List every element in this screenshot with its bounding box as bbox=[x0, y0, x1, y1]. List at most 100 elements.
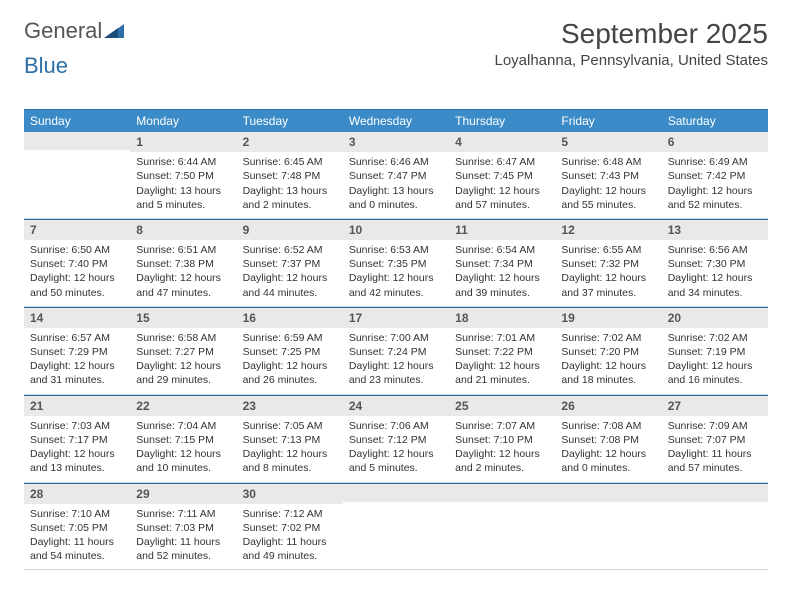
day-cell: 16Sunrise: 6:59 AMSunset: 7:25 PMDayligh… bbox=[237, 308, 343, 395]
daylight-text: Daylight: 13 hours and 0 minutes. bbox=[349, 184, 443, 212]
sunset-text: Sunset: 7:50 PM bbox=[136, 169, 230, 183]
empty-day-cell bbox=[24, 132, 130, 219]
daylight-text: Daylight: 12 hours and 34 minutes. bbox=[668, 271, 762, 299]
daylight-text: Daylight: 12 hours and 39 minutes. bbox=[455, 271, 549, 299]
sunset-text: Sunset: 7:03 PM bbox=[136, 521, 230, 535]
day-number: 25 bbox=[449, 396, 555, 416]
daylight-text: Daylight: 12 hours and 37 minutes. bbox=[561, 271, 655, 299]
empty-day-cell bbox=[555, 484, 661, 571]
empty-day-cell bbox=[662, 484, 768, 571]
day-header: Friday bbox=[555, 110, 661, 132]
daylight-text: Daylight: 12 hours and 55 minutes. bbox=[561, 184, 655, 212]
sunset-text: Sunset: 7:19 PM bbox=[668, 345, 762, 359]
daylight-text: Daylight: 12 hours and 23 minutes. bbox=[349, 359, 443, 387]
empty-day-cell bbox=[343, 484, 449, 571]
day-number: 6 bbox=[662, 132, 768, 152]
day-cell: 8Sunrise: 6:51 AMSunset: 7:38 PMDaylight… bbox=[130, 220, 236, 307]
sunset-text: Sunset: 7:22 PM bbox=[455, 345, 549, 359]
daylight-text: Daylight: 12 hours and 10 minutes. bbox=[136, 447, 230, 475]
sunrise-text: Sunrise: 7:00 AM bbox=[349, 331, 443, 345]
sunrise-text: Sunrise: 7:09 AM bbox=[668, 419, 762, 433]
daylight-text: Daylight: 12 hours and 50 minutes. bbox=[30, 271, 124, 299]
day-number: 3 bbox=[343, 132, 449, 152]
sunset-text: Sunset: 7:30 PM bbox=[668, 257, 762, 271]
daylight-text: Daylight: 11 hours and 52 minutes. bbox=[136, 535, 230, 563]
sunset-text: Sunset: 7:24 PM bbox=[349, 345, 443, 359]
day-cell: 21Sunrise: 7:03 AMSunset: 7:17 PMDayligh… bbox=[24, 396, 130, 483]
day-cell: 29Sunrise: 7:11 AMSunset: 7:03 PMDayligh… bbox=[130, 484, 236, 571]
day-number: 1 bbox=[130, 132, 236, 152]
daylight-text: Daylight: 11 hours and 49 minutes. bbox=[243, 535, 337, 563]
day-number: 16 bbox=[237, 308, 343, 328]
sunrise-text: Sunrise: 6:53 AM bbox=[349, 243, 443, 257]
sunset-text: Sunset: 7:12 PM bbox=[349, 433, 443, 447]
day-cell: 11Sunrise: 6:54 AMSunset: 7:34 PMDayligh… bbox=[449, 220, 555, 307]
sunset-text: Sunset: 7:17 PM bbox=[30, 433, 124, 447]
day-number: 7 bbox=[24, 220, 130, 240]
day-number: 30 bbox=[237, 484, 343, 504]
sunrise-text: Sunrise: 7:11 AM bbox=[136, 507, 230, 521]
day-number: 19 bbox=[555, 308, 661, 328]
day-cell: 20Sunrise: 7:02 AMSunset: 7:19 PMDayligh… bbox=[662, 308, 768, 395]
logo: General bbox=[24, 18, 128, 44]
day-cell: 4Sunrise: 6:47 AMSunset: 7:45 PMDaylight… bbox=[449, 132, 555, 219]
day-cell: 12Sunrise: 6:55 AMSunset: 7:32 PMDayligh… bbox=[555, 220, 661, 307]
day-cell: 1 Sunrise: 6:44 AMSunset: 7:50 PMDaylight… bbox=[130, 132, 236, 219]
daylight-text: Daylight: 13 hours and 5 minutes. bbox=[136, 184, 230, 212]
daylight-text: Daylight: 12 hours and 13 minutes. bbox=[30, 447, 124, 475]
day-number: 14 bbox=[24, 308, 130, 328]
empty-day-cell bbox=[449, 484, 555, 571]
day-number: 24 bbox=[343, 396, 449, 416]
day-number: 8 bbox=[130, 220, 236, 240]
daylight-text: Daylight: 12 hours and 29 minutes. bbox=[136, 359, 230, 387]
daylight-text: Daylight: 12 hours and 8 minutes. bbox=[243, 447, 337, 475]
daylight-text: Daylight: 11 hours and 57 minutes. bbox=[668, 447, 762, 475]
daylight-text: Daylight: 12 hours and 44 minutes. bbox=[243, 271, 337, 299]
logo-text-part1: General bbox=[24, 18, 102, 44]
sunset-text: Sunset: 7:40 PM bbox=[30, 257, 124, 271]
day-cell: 5Sunrise: 6:48 AMSunset: 7:43 PMDaylight… bbox=[555, 132, 661, 219]
sunset-text: Sunset: 7:43 PM bbox=[561, 169, 655, 183]
sunset-text: Sunset: 7:42 PM bbox=[668, 169, 762, 183]
day-cell: 3Sunrise: 6:46 AMSunset: 7:47 PMDaylight… bbox=[343, 132, 449, 219]
daylight-text: Daylight: 12 hours and 21 minutes. bbox=[455, 359, 549, 387]
day-cell: 30Sunrise: 7:12 AMSunset: 7:02 PMDayligh… bbox=[237, 484, 343, 571]
sunset-text: Sunset: 7:29 PM bbox=[30, 345, 124, 359]
day-number: 17 bbox=[343, 308, 449, 328]
sunrise-text: Sunrise: 7:02 AM bbox=[668, 331, 762, 345]
day-header: Sunday bbox=[24, 110, 130, 132]
sunset-text: Sunset: 7:38 PM bbox=[136, 257, 230, 271]
sunrise-text: Sunrise: 7:10 AM bbox=[30, 507, 124, 521]
day-number: 5 bbox=[555, 132, 661, 152]
sunrise-text: Sunrise: 7:12 AM bbox=[243, 507, 337, 521]
sunrise-text: Sunrise: 6:44 AM bbox=[136, 155, 230, 169]
daylight-text: Daylight: 12 hours and 0 minutes. bbox=[561, 447, 655, 475]
sunrise-text: Sunrise: 6:50 AM bbox=[30, 243, 124, 257]
day-cell: 13Sunrise: 6:56 AMSunset: 7:30 PMDayligh… bbox=[662, 220, 768, 307]
day-cell: 28Sunrise: 7:10 AMSunset: 7:05 PMDayligh… bbox=[24, 484, 130, 571]
sunset-text: Sunset: 7:07 PM bbox=[668, 433, 762, 447]
day-number: 13 bbox=[662, 220, 768, 240]
day-number: 4 bbox=[449, 132, 555, 152]
daylight-text: Daylight: 12 hours and 47 minutes. bbox=[136, 271, 230, 299]
day-cell: 17 Sunrise: 7:00 AMSunset: 7:24 PMDayligh… bbox=[343, 308, 449, 395]
day-cell: 10Sunrise: 6:53 AMSunset: 7:35 PMDayligh… bbox=[343, 220, 449, 307]
sunset-text: Sunset: 7:34 PM bbox=[455, 257, 549, 271]
sunrise-text: Sunrise: 7:08 AM bbox=[561, 419, 655, 433]
sunrise-text: Sunrise: 6:57 AM bbox=[30, 331, 124, 345]
day-number: 27 bbox=[662, 396, 768, 416]
daylight-text: Daylight: 12 hours and 57 minutes. bbox=[455, 184, 549, 212]
day-cell: 9Sunrise: 6:52 AMSunset: 7:37 PMDaylight… bbox=[237, 220, 343, 307]
sunset-text: Sunset: 7:27 PM bbox=[136, 345, 230, 359]
sunrise-text: Sunrise: 6:47 AM bbox=[455, 155, 549, 169]
day-cell: 18Sunrise: 7:01 AMSunset: 7:22 PMDayligh… bbox=[449, 308, 555, 395]
sunrise-text: Sunrise: 7:06 AM bbox=[349, 419, 443, 433]
day-cell: 23Sunrise: 7:05 AMSunset: 7:13 PMDayligh… bbox=[237, 396, 343, 483]
day-number: 9 bbox=[237, 220, 343, 240]
day-number: 10 bbox=[343, 220, 449, 240]
day-number: 23 bbox=[237, 396, 343, 416]
day-cell: 24Sunrise: 7:06 AMSunset: 7:12 PMDayligh… bbox=[343, 396, 449, 483]
day-header: Saturday bbox=[662, 110, 768, 132]
sunrise-text: Sunrise: 6:58 AM bbox=[136, 331, 230, 345]
sunset-text: Sunset: 7:35 PM bbox=[349, 257, 443, 271]
